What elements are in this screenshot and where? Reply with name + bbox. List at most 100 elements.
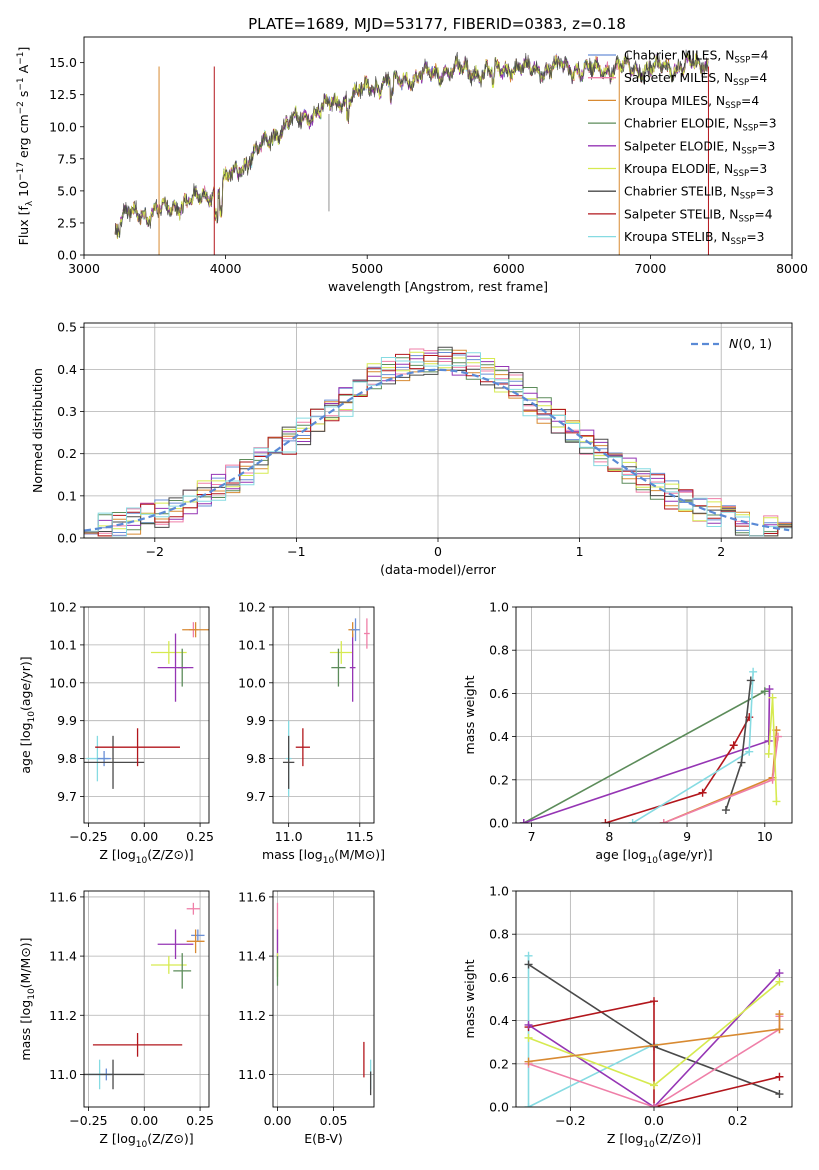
legend-label-sub: SSP	[734, 56, 750, 66]
spectrum-ylabel-part: 10	[16, 181, 31, 201]
residuals-frame	[83, 322, 793, 539]
residuals-xtick-label: 0	[434, 544, 442, 559]
weight_vs_Z-marker-kroupa_miles	[775, 1010, 784, 1019]
residuals-ytick-label: 0.2	[57, 446, 77, 461]
age_vs_Z-ytick-label: 9.7	[57, 789, 77, 804]
legend-label-part: =4	[749, 71, 767, 85]
weight_vs_Z-ytick-label: 0.4	[489, 1013, 509, 1028]
mass_vs_ebv-ytick-label: 11.4	[238, 949, 266, 964]
legend-label-kroupa_miles: Kroupa MILES, NSSP=4	[624, 94, 759, 111]
age_vs_Z-xlabel-part: (Z/Z⊙)]	[147, 847, 193, 862]
age_vs_Z-xlabel-part: log	[117, 847, 136, 862]
age_vs_Z-ytick-label: 10.2	[49, 600, 77, 615]
legend-label-part: =3	[757, 139, 775, 153]
weight_vs_age-xtick-label: 8	[605, 829, 613, 844]
mass_vs_Z-ylabel-part: (M/M⊙)]	[18, 937, 33, 988]
age_vs_mass-axes: 11.0 11.5 9.7 9.8 9.9 10.0 10.1 10.2	[238, 600, 375, 844]
legend-label-part: Chabrier ELODIE, N	[624, 117, 742, 131]
weight_vs_Z-xlabel: Z [log10(Z/Z⊙)]	[607, 1131, 701, 1150]
weight_vs_age-ytick-label: 0.4	[489, 729, 509, 744]
legend-label-kroupa_stelib: Kroupa STELIB, NSSP=3	[624, 230, 765, 247]
weight_vs_age-marker-salpeter_elodie	[765, 685, 774, 694]
age_vs_mass-frame	[272, 606, 375, 824]
legend-label-part: (0, 1)	[738, 336, 772, 351]
age_vs_Z-xtick-label: 0.25	[186, 829, 214, 844]
mass_vs_Z-ylabel-part: mass [	[18, 1019, 33, 1061]
weight_vs_Z-ytick-label: 0.2	[489, 1056, 509, 1071]
spectrum-ylabel-part: −1	[16, 52, 26, 65]
spectrum-xtick-label: 8000	[776, 261, 808, 276]
age_vs_Z-ytick-label: 10.0	[49, 675, 77, 690]
age_vs_Z-ytick-label: 10.1	[49, 637, 77, 652]
weight_vs_age-marker-salpeter_stelib	[729, 741, 738, 750]
legend-label-sub: SSP	[733, 169, 749, 179]
weight_vs_Z-marker-kroupa_miles	[775, 1025, 784, 1034]
age_vs_Z-ytick-label: 9.9	[57, 713, 77, 728]
weight_vs_age-marker-kroupa_stelib	[749, 667, 758, 676]
spectrum-xlabel-text: wavelength [Angstrom, rest frame]	[328, 279, 548, 294]
weight_vs_Z-marker-salpeter_elodie	[775, 969, 784, 978]
weight_vs_Z-frame	[515, 890, 793, 1108]
weight_vs_age-frame	[515, 606, 793, 824]
spectrum-ytick-label: 5.0	[57, 183, 77, 198]
age_vs_Z-xlabel-part: 10	[136, 856, 148, 866]
spectrum-ytick-label: 12.5	[49, 87, 77, 102]
age_vs_Z-ylabel-part: (age/yr)]	[18, 656, 33, 711]
legend-label-part: =4	[750, 49, 768, 63]
spectrum-ylabel-part: −17	[16, 162, 26, 181]
weight_vs_age-marker-kroupa_elodie	[768, 693, 777, 702]
spectrum-ylabel-part: λ	[25, 200, 35, 206]
legend-label-part: =3	[749, 162, 767, 176]
age_vs_Z-xlabel-part: Z [	[99, 847, 116, 862]
residuals-xlabel-part: (data-model)/error	[380, 562, 497, 577]
spectrum-ytick-label: 10.0	[49, 119, 77, 134]
mass_vs_Z-ylabel-part: log	[18, 1000, 33, 1019]
weight_vs_Z-marker-salpeter_miles	[650, 1103, 658, 1107]
mass_vs_Z-xtick-label: 0.00	[130, 1113, 158, 1128]
histogram-kroupa_stelib	[84, 352, 792, 537]
age_vs_Z-ylabel: age [log10(age/yr)]	[18, 656, 37, 773]
mass_vs_Z-xlabel-part: log	[117, 1131, 136, 1146]
weight_vs_age-marker-salpeter_miles	[774, 732, 783, 741]
residuals-ylabel-text: Normed distribution	[30, 368, 45, 493]
legend-label-chabrier_miles: Chabrier MILES, NSSP=4	[624, 49, 769, 66]
weight_vs_age-xlabel-part: age [	[595, 847, 627, 862]
weight_vs_age-marker-kroupa_elodie	[772, 797, 781, 806]
residuals-xlabel: (data-model)/error	[380, 562, 497, 577]
weight_vs_Z-marker-kroupa_elodie	[775, 977, 784, 986]
weight_vs_age-line-kroupa_stelib	[632, 671, 754, 823]
mass_vs_ebv-xtick-label: 0.05	[320, 1113, 348, 1128]
age_vs_mass-xlabel-text: mass [log10(M/M⊙)]	[262, 847, 385, 866]
weight_vs_age-xlabel-text: age [log10(age/yr)]	[595, 847, 712, 866]
weight_vs_Z-xlabel-part: log	[624, 1131, 643, 1146]
weight_vs_Z-line-salpeter_elodie	[528, 972, 781, 1107]
spectrum-ytick-label: 2.5	[57, 215, 77, 230]
age_vs_Z-xtick-label: −0.25	[69, 829, 107, 844]
spectrum-xtick-label: 6000	[493, 261, 525, 276]
weight_vs_Z-ytick-label: 1.0	[489, 884, 509, 899]
weight_vs_Z-xlabel-part: (Z/Z⊙)]	[655, 1131, 701, 1146]
age_vs_mass-ytick-label: 9.9	[246, 713, 266, 728]
weight_vs_Z-ylabel: mass weight	[462, 959, 477, 1038]
residuals-xlabel-text: (data-model)/error	[380, 562, 497, 577]
weight_vs_Z-line-kroupa_stelib	[527, 955, 655, 1107]
legend-label-part: Kroupa MILES, N	[624, 94, 725, 108]
weight_vs_age-marker-chabrier_stelib	[721, 806, 730, 815]
legend-label-part: =3	[756, 185, 774, 199]
age_vs_mass-xlabel: mass [log10(M/M⊙)]	[262, 847, 385, 866]
residuals-xtick-label: −2	[146, 544, 164, 559]
age_vs_mass-xlabel-part: (M/M⊙)]	[334, 847, 385, 862]
weight_vs_Z-marker-kroupa_elodie	[650, 1081, 658, 1090]
legend-label-chabrier_elodie: Chabrier ELODIE, NSSP=3	[624, 117, 777, 134]
weight_vs_age-line-salpeter_stelib	[605, 716, 750, 823]
weight_vs_age-ytick-label: 0.2	[489, 772, 509, 787]
mass_vs_Z-xlabel-text: Z [log10(Z/Z⊙)]	[99, 1131, 193, 1150]
legend-label-part: Chabrier STELIB, N	[624, 185, 740, 199]
residuals-xtick-label: 1	[576, 544, 584, 559]
weight_vs_age-ytick-label: 0.0	[489, 816, 509, 831]
residuals-xtick-label: −1	[287, 544, 305, 559]
weight_vs_Z-marker-kroupa_miles	[524, 1057, 533, 1066]
mass_vs_ebv-xlabel-text: E(B-V)	[304, 1131, 343, 1146]
age_vs_mass-plot-area	[282, 618, 370, 797]
